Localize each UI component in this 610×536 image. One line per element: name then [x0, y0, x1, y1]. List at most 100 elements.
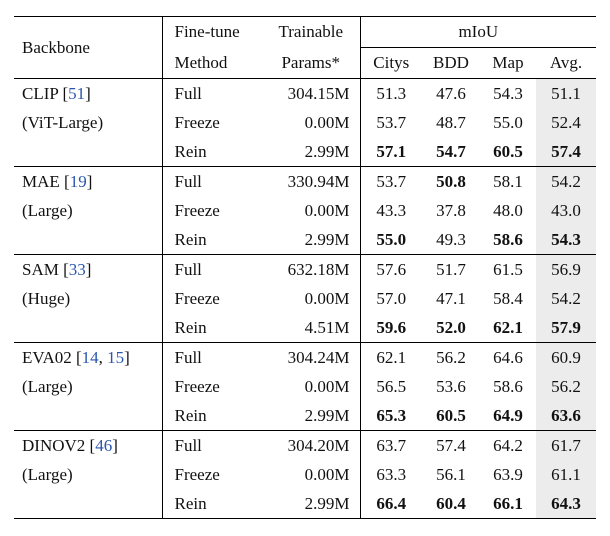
miou-value-avg: 54.2 [536, 284, 597, 313]
miou-value-map: 58.1 [493, 171, 523, 191]
table-row: Rein 2.99M 55.0 49.3 58.6 54.3 [14, 225, 597, 255]
miou-value-avg: 56.9 [536, 254, 597, 284]
backbone-name-line: EVA02 [14, 15] [22, 348, 130, 367]
header-row-1: Backbone Fine-tune Trainable mIoU [14, 16, 597, 79]
finetune-method-cell: Rein [174, 141, 207, 161]
miou-value-map: 48.0 [493, 200, 523, 220]
table-header: Backbone Fine-tune Trainable mIoU Method… [14, 16, 597, 79]
table-row: Rein 2.99M 65.3 60.5 64.9 63.6 [14, 401, 597, 431]
table-row: MAE [19] (Large) Full 330.94M 53.7 50.8 58.1 54… [14, 166, 597, 255]
finetune-method-cell: Full [174, 83, 202, 103]
citation-link[interactable]: 14 [81, 348, 99, 367]
backbone-name-line: CLIP [51] [22, 84, 91, 103]
header-params-line1: Trainable [262, 16, 361, 48]
miou-value-map: 58.6 [493, 229, 523, 249]
miou-value-citys: 43.3 [376, 200, 407, 220]
header-row-2: Method Params* Citys BDD Map Avg. [14, 47, 596, 79]
finetune-method-cell: Freeze [174, 200, 220, 220]
backbone-variant: (Large) [22, 201, 73, 220]
backbone-cell: SAM [33] (Huge) [14, 254, 163, 343]
finetune-method-cell: Full [174, 435, 202, 455]
miou-value-bdd: 56.2 [436, 347, 466, 367]
miou-value-bdd: 51.7 [436, 259, 466, 279]
citation-link[interactable]: 51 [68, 84, 86, 103]
miou-value-avg: 51.1 [536, 78, 597, 108]
header-col-citys: Citys [373, 53, 410, 72]
backbone-group-eva02: EVA02 [14, 15] (Large) Full 304.24M 62.1 56.2… [14, 342, 597, 431]
backbone-group-mae: MAE [19] (Large) Full 330.94M 53.7 50.8 58.1 54… [14, 166, 597, 255]
trainable-params-cell: 0.00M [262, 196, 361, 225]
backbone-name: EVA02 [22, 348, 72, 367]
miou-value-avg: 54.2 [536, 166, 597, 196]
miou-value-map: 64.9 [493, 405, 523, 425]
trainable-params-cell: 2.99M [262, 137, 361, 167]
miou-value-citys: 65.3 [376, 405, 407, 425]
table-row: DINOV2 [46] (Large) Full 304.20M 63.7 57.4 64.… [14, 430, 597, 519]
trainable-params-cell: 304.24M [262, 342, 361, 372]
miou-value-citys: 63.7 [376, 435, 407, 455]
miou-value-avg: 57.9 [536, 313, 597, 343]
miou-value-avg: 57.4 [536, 137, 597, 167]
miou-value-map: 66.1 [493, 493, 523, 513]
backbone-name: MAE [22, 172, 60, 191]
table-row: SAM [33] (Huge) Full 632.18M 57.6 51.7 61.5 56.… [14, 254, 597, 343]
miou-value-bdd: 49.3 [436, 229, 466, 249]
miou-value-avg: 56.2 [536, 372, 597, 401]
table-row: Freeze 0.00M 43.3 37.8 48.0 43.0 [14, 196, 597, 225]
finetune-method-cell: Freeze [174, 376, 220, 396]
citation-link[interactable]: 33 [68, 260, 86, 279]
miou-value-bdd: 47.1 [436, 288, 466, 308]
miou-value-bdd: 53.6 [436, 376, 466, 396]
header-col-bdd: BDD [433, 53, 469, 72]
backbone-cell: CLIP [51] (ViT-Large) [14, 78, 163, 167]
miou-value-citys: 59.6 [376, 317, 407, 337]
trainable-params-cell: 330.94M [262, 166, 361, 196]
trainable-params-cell: 304.15M [262, 78, 361, 108]
table-row: Rein 4.51M 59.6 52.0 62.1 57.9 [14, 313, 597, 343]
trainable-params-cell: 0.00M [262, 460, 361, 489]
miou-value-avg: 61.7 [536, 430, 597, 460]
finetune-method-cell: Rein [174, 493, 207, 513]
finetune-method-cell: Full [174, 171, 202, 191]
backbone-cell: MAE [19] (Large) [14, 166, 163, 255]
miou-value-map: 58.4 [493, 288, 523, 308]
miou-value-citys: 51.3 [376, 83, 407, 103]
table-row: Rein 2.99M 57.1 54.7 60.5 57.4 [14, 137, 597, 167]
header-backbone: Backbone [14, 16, 163, 79]
backbone-group-dinov2: DINOV2 [46] (Large) Full 304.20M 63.7 57.4 64.… [14, 430, 597, 519]
miou-value-citys: 57.6 [376, 259, 407, 279]
finetune-method-cell: Freeze [174, 464, 220, 484]
citation-link[interactable]: 15 [107, 348, 125, 367]
header-col-map: Map [492, 53, 524, 72]
miou-value-bdd: 60.5 [436, 405, 466, 425]
backbone-name: SAM [22, 260, 59, 279]
header-col-avg: Avg. [549, 53, 583, 72]
miou-value-bdd: 50.8 [436, 171, 466, 191]
table-row: Freeze 0.00M 53.7 48.7 55.0 52.4 [14, 108, 597, 137]
miou-value-map: 55.0 [493, 112, 523, 132]
finetune-method-cell: Full [174, 259, 202, 279]
miou-value-citys: 57.1 [376, 141, 407, 161]
backbone-name-line: DINOV2 [46] [22, 436, 118, 455]
trainable-params-cell: 0.00M [262, 372, 361, 401]
miou-value-citys: 53.7 [376, 171, 407, 191]
citation-link[interactable]: 46 [95, 436, 113, 455]
miou-value-citys: 62.1 [376, 347, 407, 367]
miou-value-bdd: 48.7 [436, 112, 466, 132]
trainable-params-cell: 0.00M [262, 108, 361, 137]
backbone-name-line: MAE [19] [22, 172, 93, 191]
finetune-method-cell: Full [174, 347, 202, 367]
header-finetune-line2: Method [174, 52, 228, 72]
finetune-method-cell: Rein [174, 229, 207, 249]
miou-value-citys: 56.5 [376, 376, 407, 396]
backbone-variant: (Large) [22, 465, 73, 484]
miou-value-map: 61.5 [493, 259, 523, 279]
backbone-name-line: SAM [33] [22, 260, 92, 279]
miou-value-map: 58.6 [493, 376, 523, 396]
citation-link[interactable]: 19 [69, 172, 87, 191]
miou-value-bdd: 60.4 [436, 493, 466, 513]
miou-value-map: 64.2 [493, 435, 523, 455]
backbone-variant: (ViT-Large) [22, 113, 104, 132]
trainable-params-cell: 304.20M [262, 430, 361, 460]
header-params-line2: Params* [262, 47, 361, 79]
